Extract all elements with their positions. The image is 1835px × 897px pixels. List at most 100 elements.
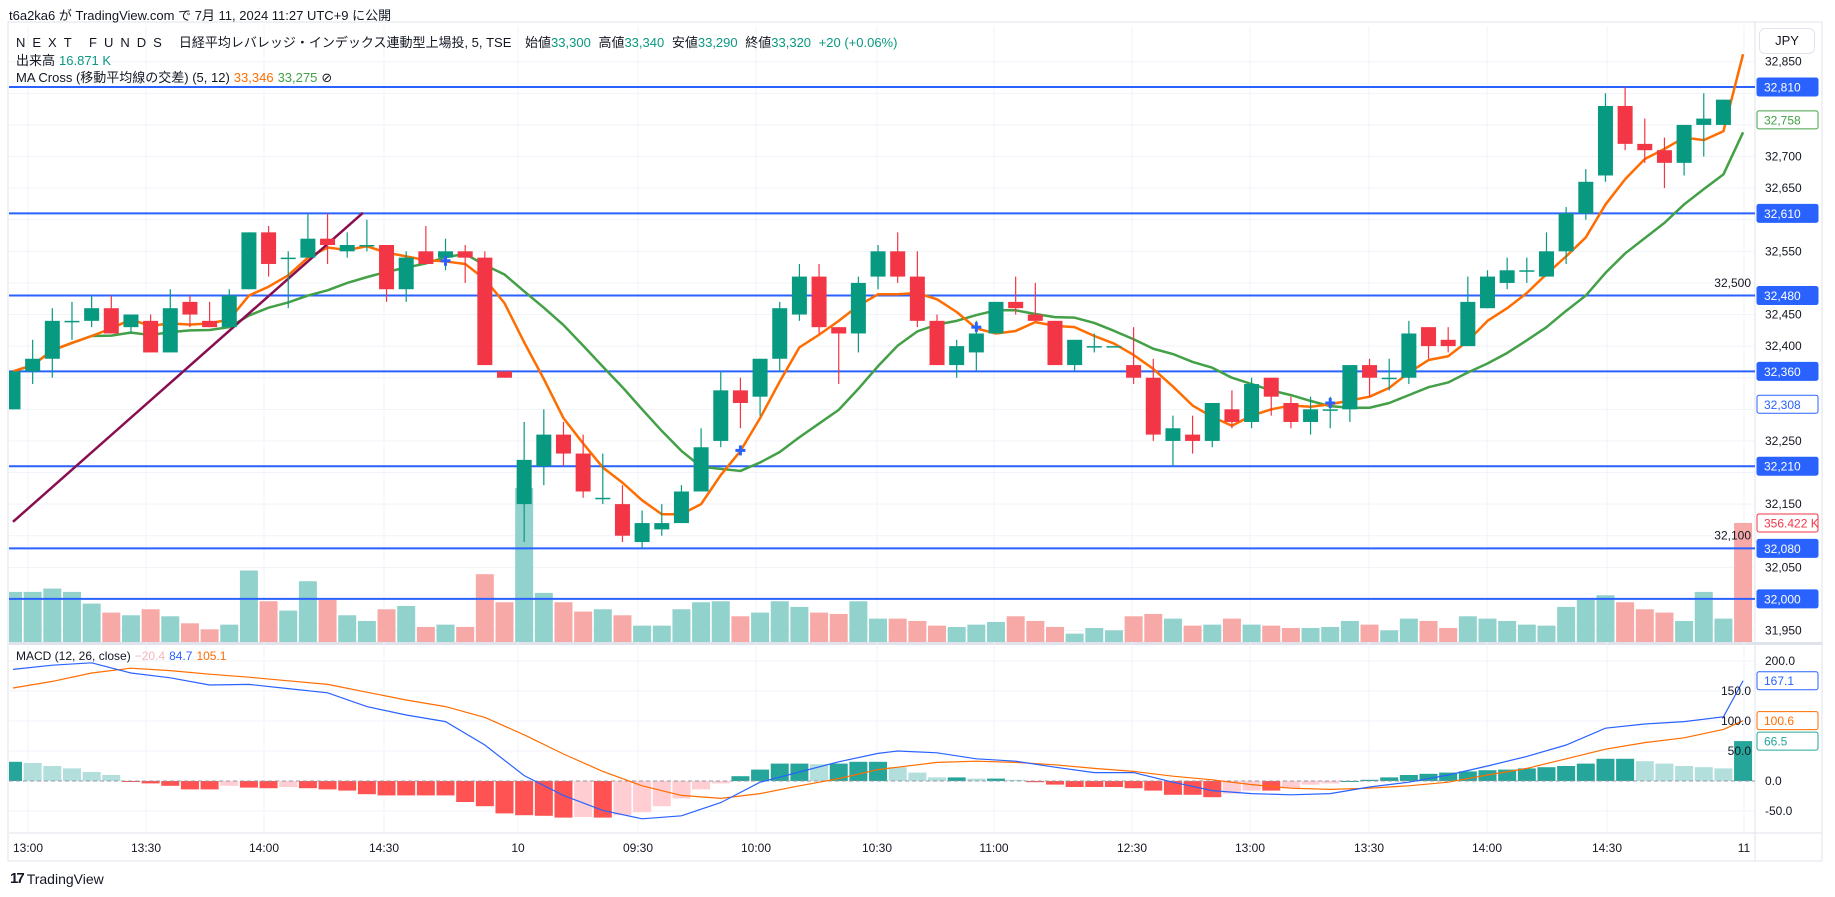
- macd-hist-bar: [1537, 767, 1556, 781]
- time-axis-label: 11: [1738, 841, 1751, 855]
- ma-slow-value: 33,275: [277, 70, 318, 85]
- volume-bar: [200, 629, 219, 642]
- hide-icon[interactable]: ⊘: [321, 70, 333, 85]
- volume-bar: [259, 601, 278, 642]
- horizontal-line-price-badge: 32,610: [1756, 203, 1819, 223]
- price-tick-label: 32,850: [1765, 55, 1802, 69]
- volume-bar: [593, 609, 612, 642]
- candle-body: [1086, 346, 1102, 348]
- candle: [831, 327, 847, 385]
- macd-hist-bar: [869, 761, 888, 781]
- candle-body: [890, 251, 906, 277]
- candle: [1185, 415, 1201, 454]
- candle: [850, 276, 866, 353]
- price-badge: 32,308: [1756, 394, 1819, 414]
- macd-hist-bar: [1242, 781, 1261, 791]
- candle: [1440, 327, 1456, 353]
- candle: [1538, 232, 1554, 277]
- macd-hist-bar: [1694, 767, 1713, 781]
- macd-hist-bar: [436, 781, 455, 796]
- volume-bar: [397, 605, 416, 642]
- main-pane: [9, 53, 1755, 642]
- candle: [1106, 346, 1122, 348]
- volume-bar: [1006, 616, 1025, 642]
- volume-legend: 出来高 16.871 K: [16, 50, 115, 69]
- macd-hist-bar: [456, 781, 475, 802]
- macd-hist-bar: [200, 781, 219, 790]
- macd-hist-bar: [1655, 763, 1674, 781]
- macd-hist-bar: [1498, 769, 1517, 781]
- horizontal-line-price-badge-box: [1756, 77, 1819, 97]
- macd-hist-bar: [1576, 763, 1595, 781]
- volume-bar: [318, 599, 337, 642]
- price-badge-box: [1756, 110, 1819, 130]
- ma-cross-marker: [1325, 398, 1336, 408]
- currency-button[interactable]: JPY: [1759, 28, 1815, 54]
- macd-hist-bar: [1399, 775, 1418, 781]
- candle-body: [1362, 365, 1378, 378]
- candle: [1165, 415, 1181, 467]
- candle-body: [398, 257, 414, 290]
- candle-body: [516, 459, 532, 505]
- ma-cross-legend[interactable]: MA Cross (移動平均線の交差) (5, 12) 33,346 33,275 ⊘: [16, 67, 336, 86]
- ma-cross-marker: [735, 445, 746, 456]
- horizontal-line-price-badge-box: [1756, 203, 1819, 223]
- candle-body: [1401, 333, 1417, 378]
- time-axis-label: 13:00: [13, 841, 43, 855]
- time-axis-label: 09:30: [623, 841, 653, 855]
- volume-bar: [436, 624, 455, 642]
- macd-badge-text: 66.5: [1764, 735, 1788, 749]
- candle: [752, 358, 768, 416]
- candle: [1086, 333, 1102, 353]
- candle-body: [1597, 105, 1613, 176]
- tradingview-logo[interactable]: 17 TradingView: [10, 870, 104, 887]
- close-value: 33,320: [771, 35, 812, 50]
- candle: [536, 409, 552, 486]
- candle: [25, 339, 41, 385]
- macd-hist-bar: [1104, 781, 1123, 787]
- candle: [1656, 137, 1672, 189]
- candle-body: [1106, 346, 1122, 348]
- ma-fast-value: 33,346: [233, 70, 274, 85]
- macd-hist-bar: [397, 781, 416, 796]
- macd-hist-bar: [849, 761, 868, 781]
- volume-badge: 356.422 K: [1756, 513, 1819, 533]
- candle-body: [1263, 377, 1279, 397]
- volume-bar: [180, 623, 199, 642]
- macd-signal-value: 105.1: [196, 649, 227, 663]
- macd-hist-bar: [495, 781, 514, 814]
- candle-body: [64, 320, 80, 323]
- volume-bar: [987, 621, 1005, 642]
- time-axis-label: 14:00: [249, 841, 279, 855]
- candle-body: [221, 295, 237, 328]
- time-axis-label: 11:00: [979, 841, 1008, 855]
- macd-badge-box: [1756, 671, 1819, 691]
- candle: [614, 485, 630, 543]
- candle-body: [9, 371, 21, 410]
- candle-body: [850, 282, 866, 334]
- volume-bar: [1026, 620, 1045, 642]
- volume-bar: [1301, 627, 1320, 642]
- macd-hist-bar: [1065, 781, 1084, 787]
- candle-body: [1499, 270, 1515, 283]
- macd-legend[interactable]: MACD (12, 26, close) −20.4 84.7 105.1: [16, 649, 230, 663]
- volume-bar: [829, 613, 848, 642]
- macd-hist-bar: [633, 781, 652, 813]
- macd-hist-bar: [357, 781, 376, 795]
- candle: [1244, 377, 1260, 429]
- volume-bar: [1321, 626, 1340, 642]
- macd-hist-bar: [82, 772, 101, 781]
- macd-pane: [9, 662, 1755, 820]
- volume-bar: [1183, 625, 1202, 642]
- macd-hist-bar: [652, 781, 671, 807]
- price-badge: 32,758: [1756, 110, 1819, 130]
- macd-hist-bar: [1026, 781, 1045, 783]
- candle: [103, 295, 119, 334]
- volume-bar: [633, 625, 652, 642]
- candle: [1008, 276, 1024, 315]
- horizontal-line-price-badge: 32,000: [1756, 589, 1819, 609]
- macd-hist-bar: [338, 781, 357, 791]
- candle-body: [1480, 276, 1495, 309]
- volume-label: 出来高: [16, 53, 56, 68]
